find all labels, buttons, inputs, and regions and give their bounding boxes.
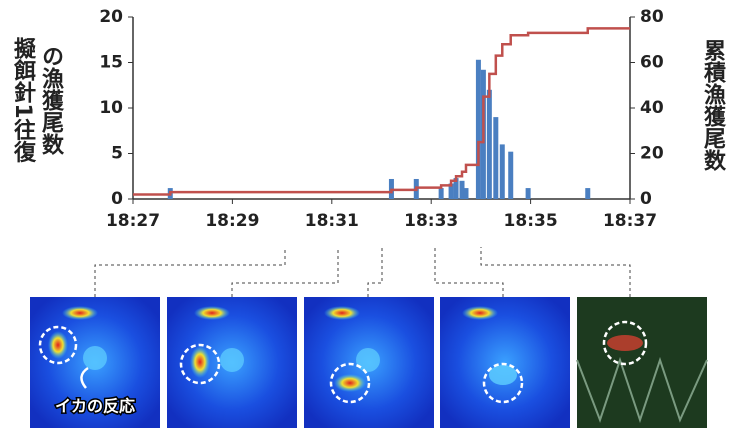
- x-tick-label: 18:33: [404, 211, 458, 231]
- bar: [493, 117, 499, 199]
- bar: [508, 151, 514, 199]
- x-tick-label: 18:27: [106, 211, 160, 231]
- annotation: イカの反応: [55, 397, 135, 416]
- y-axis-label: の漁獲尾数: [38, 45, 64, 156]
- y-tick-label: 0: [111, 189, 123, 209]
- bar: [438, 188, 444, 199]
- y2-tick-label: 0: [640, 189, 652, 209]
- y-tick-label: 10: [99, 98, 123, 118]
- y-axis-label: 擬餌針1往復: [10, 37, 37, 164]
- y-tick-label: 5: [111, 144, 123, 164]
- x-tick-label: 18:29: [205, 211, 259, 231]
- bar: [448, 183, 454, 199]
- connectors: [94, 247, 631, 297]
- x-tick-label: 18:35: [504, 211, 558, 231]
- bar: [585, 188, 591, 199]
- x-tick-label: 18:31: [305, 211, 359, 231]
- y2-tick-label: 80: [640, 7, 664, 27]
- y-tick-label: 15: [99, 53, 123, 73]
- line: [133, 27, 630, 196]
- bar: [453, 178, 459, 199]
- bar: [499, 144, 505, 199]
- y2-tick-label: 20: [640, 144, 664, 164]
- y2-tick-label: 60: [640, 53, 664, 73]
- y2-axis-label: 累積漁獲尾数: [700, 39, 726, 172]
- bar: [486, 89, 492, 199]
- bar: [463, 188, 469, 199]
- bar: [525, 188, 531, 199]
- bar: [459, 180, 465, 199]
- sonar-images: [30, 297, 708, 428]
- bar: [475, 59, 481, 199]
- x-tick-label: 18:37: [603, 211, 657, 231]
- y2-tick-label: 40: [640, 98, 664, 118]
- y-tick-label: 20: [99, 7, 123, 27]
